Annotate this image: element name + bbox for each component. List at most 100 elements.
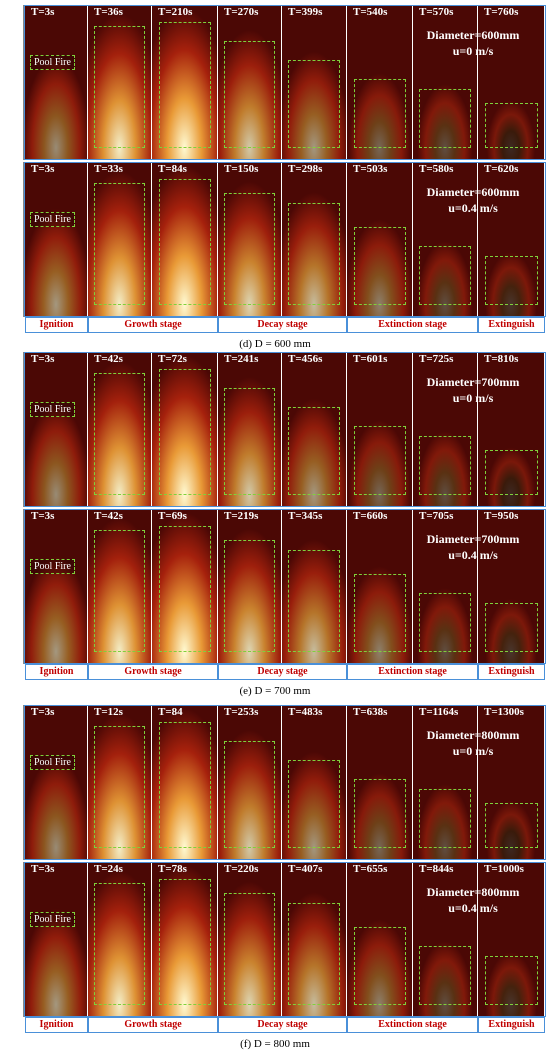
flame-box [484,450,539,495]
time-label: T=844s [419,863,454,875]
diameter-label: Diameter=800mm [426,728,520,742]
flame-box [419,945,472,1005]
time-label: T=24s [94,863,123,875]
stage-label: Extinguish [478,664,545,680]
panel-caption: (f) D = 800 mm [240,1038,310,1050]
pool-fire-label: Pool Fire [30,912,75,927]
scale-ruler [5,5,24,160]
time-label: T=660s [353,510,388,522]
time-label: T=220s [224,863,259,875]
flame-box [353,226,407,305]
fire-photo: T=570s [413,5,477,160]
flame-box [353,926,407,1005]
fire-photo: T=407s [282,862,346,1017]
time-label: T=3s [31,163,55,175]
fire-photo: T=78s [152,862,217,1017]
flame-box [288,549,341,652]
flame-box [353,573,407,652]
fire-photo: T=540s [347,5,412,160]
time-label: T=705s [419,510,454,522]
time-label: T=3s [31,6,55,18]
fire-photo: T=298s [282,162,346,317]
fire-photo: T=150s [218,162,281,317]
flame-box [353,79,407,148]
flame-box [288,902,341,1005]
time-label: T=399s [288,6,323,18]
flame-box [288,760,341,848]
flame-box [353,426,407,495]
pool-fire-label: Pool Fire [30,755,75,770]
time-label: T=407s [288,863,323,875]
velocity-label: u=0.4 m/s [448,548,498,562]
flame-box [94,183,146,305]
time-label: T=36s [94,6,123,18]
time-label: T=219s [224,510,259,522]
time-label: T=69s [158,510,187,522]
fire-photo: T=3s [25,162,87,317]
fire-photo: T=655s [347,862,412,1017]
fire-photo: T=3s [25,5,87,160]
flame-box [353,779,407,848]
flame-box [158,878,212,1005]
fire-photo: T=638s [347,705,412,860]
fire-photo: T=399s [282,5,346,160]
stage-label: Growth stage [88,664,218,680]
stage-label: Decay stage [218,1017,347,1033]
time-label: T=84s [158,163,187,175]
time-label: T=241s [224,353,259,365]
fire-photo: T=1164s [413,705,477,860]
time-label: T=33s [94,163,123,175]
fire-photo: T=36s [88,5,151,160]
time-label: T=725s [419,353,454,365]
fire-photo: T=1000s [478,862,544,1017]
flame-box [158,178,212,305]
fire-photo: T=12s [88,705,151,860]
velocity-label: u=0.4 m/s [448,201,498,215]
velocity-label: u=0.4 m/s [448,901,498,915]
fire-photo: T=3s [25,705,87,860]
fire-photo: T=84s [152,162,217,317]
flame-box [94,373,146,495]
pool-fire-label: Pool Fire [30,402,75,417]
fire-photo: T=24s [88,862,151,1017]
fire-photo: T=3s [25,862,87,1017]
fire-photo: T=1300s [478,705,544,860]
time-label: T=210s [158,6,193,18]
fire-photo: T=844s [413,862,477,1017]
fire-photo: T=950s [478,509,544,664]
flame-box [224,40,276,148]
stage-label: Extinguish [478,1017,545,1033]
fire-photo: T=810s [478,352,544,507]
scale-ruler [5,705,24,860]
fire-photo: T=3s [25,509,87,664]
flame-box [224,540,276,652]
stage-label: Extinction stage [347,317,478,333]
flame-box [484,255,539,305]
fire-photo: T=483s [282,705,346,860]
stage-label: Extinguish [478,317,545,333]
time-label: T=42s [94,353,123,365]
fire-photo: T=42s [88,352,151,507]
panel-caption: (e) D = 700 mm [239,685,311,697]
velocity-label: u=0 m/s [452,391,494,405]
fire-photo: T=69s [152,509,217,664]
stage-label: Decay stage [218,317,347,333]
time-label: T=638s [353,706,388,718]
time-label: T=483s [288,706,323,718]
flame-box [94,26,146,148]
flame-box [419,435,472,495]
stage-label: Extinction stage [347,664,478,680]
time-label: T=42s [94,510,123,522]
fire-photo: T=725s [413,352,477,507]
flame-box [419,788,472,848]
stage-label: Growth stage [88,1017,218,1033]
diameter-label: Diameter=700mm [426,532,520,546]
fire-photo: T=705s [413,509,477,664]
fire-photo: T=456s [282,352,346,507]
time-label: T=345s [288,510,323,522]
flame-box [158,721,212,848]
time-label: T=270s [224,6,259,18]
flame-box [158,21,212,148]
flame-box [94,530,146,652]
time-label: T=253s [224,706,259,718]
